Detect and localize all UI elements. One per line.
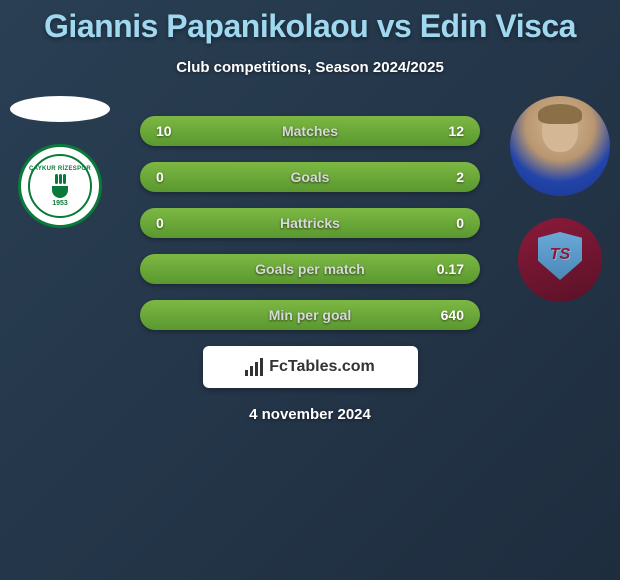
stat-row-gpm: Goals per match 0.17 — [140, 254, 480, 284]
comparison-title: Giannis Papanikolaou vs Edin Visca — [0, 0, 620, 45]
player1-avatar-placeholder — [10, 96, 110, 122]
comparison-content: ÇAYKUR RİZESPOR 1953 10 Matches 12 0 Goa… — [0, 116, 620, 423]
club1-name-arc: ÇAYKUR RİZESPOR — [29, 166, 91, 172]
subtitle: Club competitions, Season 2024/2025 — [0, 59, 620, 76]
date-text: 4 november 2024 — [0, 406, 620, 423]
stat-label: Min per goal — [140, 307, 480, 323]
stats-table: 10 Matches 12 0 Goals 2 0 Hattricks 0 Go… — [140, 116, 480, 330]
stat-row-hattricks: 0 Hattricks 0 — [140, 208, 480, 238]
fctables-logo: FcTables.com — [203, 346, 418, 388]
vs-text: vs — [377, 8, 412, 44]
brand-text: FcTables.com — [269, 358, 375, 376]
stat-label: Goals per match — [140, 261, 480, 277]
stat-label: Goals — [140, 169, 480, 185]
player-right-column — [510, 96, 610, 302]
stat-row-matches: 10 Matches 12 — [140, 116, 480, 146]
stat-label: Hattricks — [140, 215, 480, 231]
club1-year: 1953 — [29, 200, 91, 207]
tea-icon — [50, 174, 70, 198]
player2-name: Edin Visca — [420, 8, 576, 44]
stat-row-goals: 0 Goals 2 — [140, 162, 480, 192]
stat-row-mpg: Min per goal 640 — [140, 300, 480, 330]
bars-icon — [245, 358, 263, 376]
player-left-column: ÇAYKUR RİZESPOR 1953 — [10, 96, 110, 228]
club1-inner: ÇAYKUR RİZESPOR 1953 — [29, 166, 91, 207]
player1-club-badge: ÇAYKUR RİZESPOR 1953 — [18, 144, 102, 228]
player2-club-badge — [518, 218, 602, 302]
player1-name: Giannis Papanikolaou — [44, 8, 368, 44]
stat-label: Matches — [140, 123, 480, 139]
player2-photo — [510, 96, 610, 196]
